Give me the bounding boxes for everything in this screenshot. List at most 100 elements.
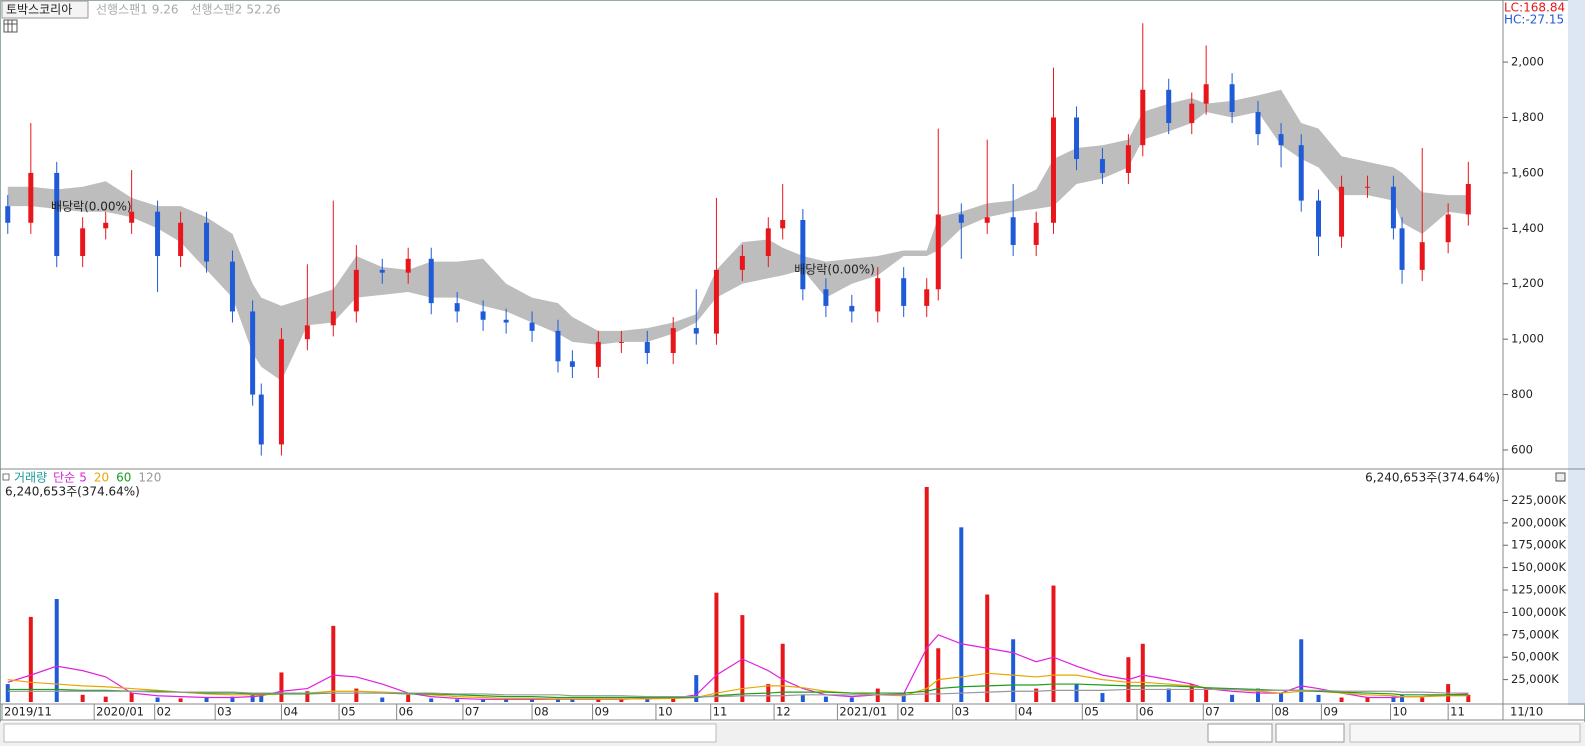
y-tick-label: 100,000K [1511, 605, 1567, 619]
candle-body [353, 269, 359, 312]
candle-body [204, 222, 210, 262]
volume-bar [1299, 639, 1304, 702]
volume-bar [1339, 697, 1344, 702]
playback-buttons[interactable] [1207, 723, 1273, 743]
volume-bar [429, 698, 434, 702]
x-tick-label: 06 [1139, 705, 1154, 719]
last-date: 11/10 [1510, 705, 1543, 719]
x-tick-label: 06 [399, 705, 414, 719]
candle-body [503, 319, 509, 323]
y-tick-label: 125,000K [1511, 583, 1567, 597]
zoom-slider[interactable] [1275, 723, 1345, 743]
volume-bar [570, 699, 575, 702]
y-tick-label: 1,000 [1511, 332, 1544, 346]
y-tick-label: 75,000K [1511, 627, 1559, 641]
candle-body [1203, 84, 1209, 104]
volume-bar [331, 625, 336, 702]
candle-body [1364, 186, 1370, 188]
y-tick-label: 1,200 [1511, 276, 1544, 290]
volume-bar [1204, 688, 1209, 702]
candle-body [555, 330, 561, 362]
candle-body [80, 228, 86, 257]
candle-body [644, 341, 650, 354]
volume-info-left: 6,240,653주(374.64%) [5, 485, 140, 499]
volume-bar [354, 688, 359, 702]
volume-bar [54, 598, 59, 702]
legend-ma: 5 [79, 471, 87, 485]
y-tick-label: 1,800 [1511, 110, 1544, 124]
x-tick-label: 10 [658, 705, 673, 719]
volume-bar [1256, 688, 1261, 702]
annotation: 배당락(0.00%) [51, 199, 132, 213]
right-strip [1568, 0, 1585, 705]
y-tick-label: 225,000K [1511, 493, 1567, 507]
candle-body [618, 341, 624, 343]
volume-bar [1051, 585, 1056, 702]
volume-bar [80, 694, 85, 702]
x-tick-label: 09 [595, 705, 610, 719]
volume-bar [849, 697, 854, 702]
volume-bar [1420, 697, 1425, 702]
panel-close[interactable] [1555, 472, 1566, 482]
x-tick-label: 2021/01 [839, 705, 887, 719]
volume-bar [129, 693, 134, 702]
candle-body [1278, 134, 1284, 146]
y-tick-label: 1,400 [1511, 221, 1544, 235]
cloud-legend-value: 52.26 [246, 3, 280, 17]
x-tick-label: 08 [1274, 705, 1289, 719]
candle-body [1099, 159, 1105, 173]
candle-body [330, 311, 336, 326]
volume-bar [1466, 694, 1471, 702]
y-tick-label: 200,000K [1511, 515, 1567, 529]
candle-body [428, 258, 434, 304]
volume-bar [619, 699, 624, 702]
x-tick-label: 2020/01 [96, 705, 144, 719]
candle-body [800, 220, 806, 290]
candle-body [1390, 186, 1396, 229]
candle-body [1140, 89, 1146, 146]
candle-body [1010, 217, 1016, 245]
volume-bar [1316, 694, 1321, 702]
volume-bar [380, 697, 385, 702]
table-icon[interactable] [3, 19, 18, 33]
volume-bar [555, 698, 560, 702]
candle-body [984, 217, 990, 223]
candle-body [739, 256, 745, 270]
legend-ma-type: 단순 [53, 471, 75, 485]
volume-bar [259, 693, 264, 702]
y-tick-label: 600 [1511, 442, 1533, 456]
candle-body [1399, 228, 1405, 270]
plot-layer: 600 800 1,000 1,200 1,400 1,600 1,800 2,000 선행스팬… [1, 2, 1567, 720]
volume-bar [230, 696, 235, 702]
volume-bar [671, 698, 676, 702]
volume-bar [800, 694, 805, 702]
candle-body [1125, 145, 1131, 173]
x-tick-label: 03 [955, 705, 970, 719]
volume-bar [1100, 693, 1105, 702]
y-tick-label: 150,000K [1511, 560, 1567, 574]
volume-bar [204, 697, 209, 702]
volume-bar [959, 527, 964, 702]
candle-body [1465, 183, 1471, 215]
volume-bar [1074, 684, 1079, 702]
volume-bar [103, 696, 108, 702]
volume-bar [5, 684, 10, 702]
stock-name-box[interactable] [1, 0, 89, 19]
candle-body [1229, 84, 1235, 112]
volume-bar [924, 487, 929, 702]
scroll-track[interactable] [3, 723, 717, 743]
candle-body [958, 214, 964, 223]
candle-body [250, 311, 256, 395]
stock-name[interactable]: 토박스코리아 [6, 3, 72, 17]
volume-bar [694, 675, 699, 702]
toolbar[interactable] [1349, 723, 1581, 743]
panel-icon[interactable] [2, 473, 10, 481]
candle-body [1074, 117, 1080, 160]
candle-body [129, 211, 135, 223]
x-tick-label: 09 [1323, 705, 1338, 719]
volume-bar [455, 699, 460, 702]
legend-ma: 120 [138, 471, 161, 485]
volume-bar [1391, 696, 1396, 702]
candle-body [765, 228, 771, 257]
